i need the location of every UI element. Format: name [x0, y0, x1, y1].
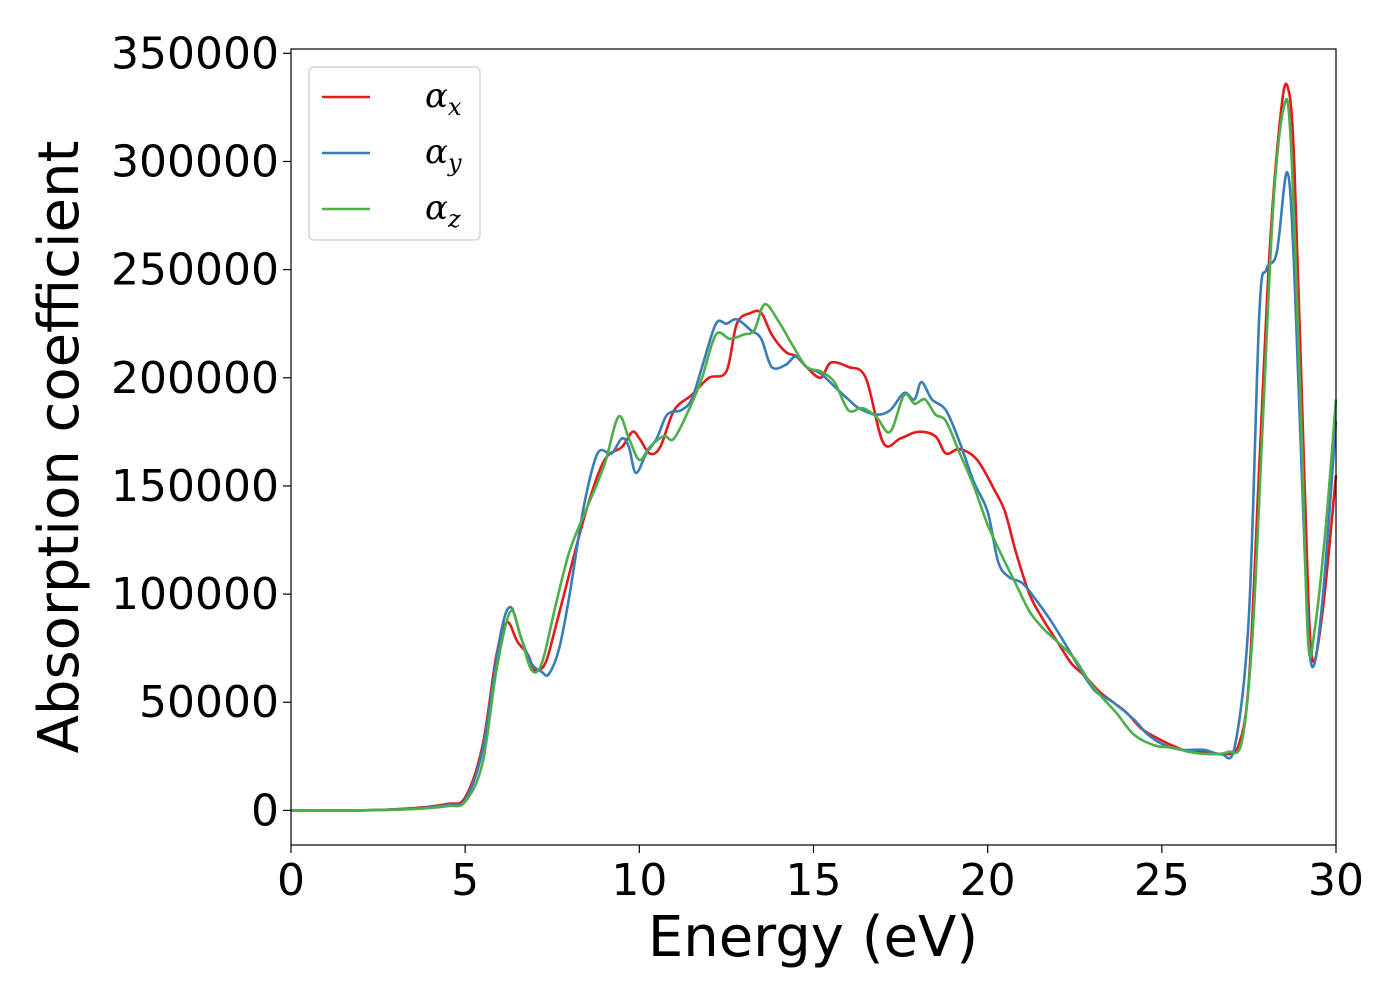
y-tick-label: 350000 — [111, 28, 279, 79]
legend: αx αy αz — [308, 66, 481, 241]
x-axis: 0 5 10 15 20 25 30 — [277, 845, 1364, 906]
x-tick-label: 20 — [960, 855, 1016, 906]
y-axis: 0 50000 100000 150000 200000 250000 300000 3500… — [111, 28, 291, 836]
y-tick-label: 100000 — [111, 569, 279, 620]
series-line-z — [290, 97, 1338, 812]
y-tick-label: 300000 — [111, 136, 279, 187]
y-tick-label: 0 — [251, 785, 279, 836]
legend-label-x: αx — [425, 76, 462, 121]
x-tick-label: 30 — [1308, 855, 1364, 906]
legend-label-y: αy — [425, 132, 462, 177]
y-axis-title: Absorption coefficient — [27, 141, 92, 754]
y-tick-label: 150000 — [111, 461, 279, 512]
y-tick-label: 200000 — [111, 353, 279, 404]
x-tick-label: 10 — [611, 855, 667, 906]
x-tick-label: 0 — [277, 855, 305, 906]
series-layer — [290, 82, 1338, 812]
x-tick-label: 5 — [451, 855, 479, 906]
x-axis-title: Energy (eV) — [648, 905, 978, 970]
legend-box — [308, 66, 481, 241]
legend-label-z: αz — [425, 188, 461, 233]
y-tick-label: 250000 — [111, 245, 279, 296]
y-tick-label: 50000 — [139, 677, 279, 728]
x-tick-label: 25 — [1134, 855, 1190, 906]
x-tick-label: 15 — [786, 855, 842, 906]
